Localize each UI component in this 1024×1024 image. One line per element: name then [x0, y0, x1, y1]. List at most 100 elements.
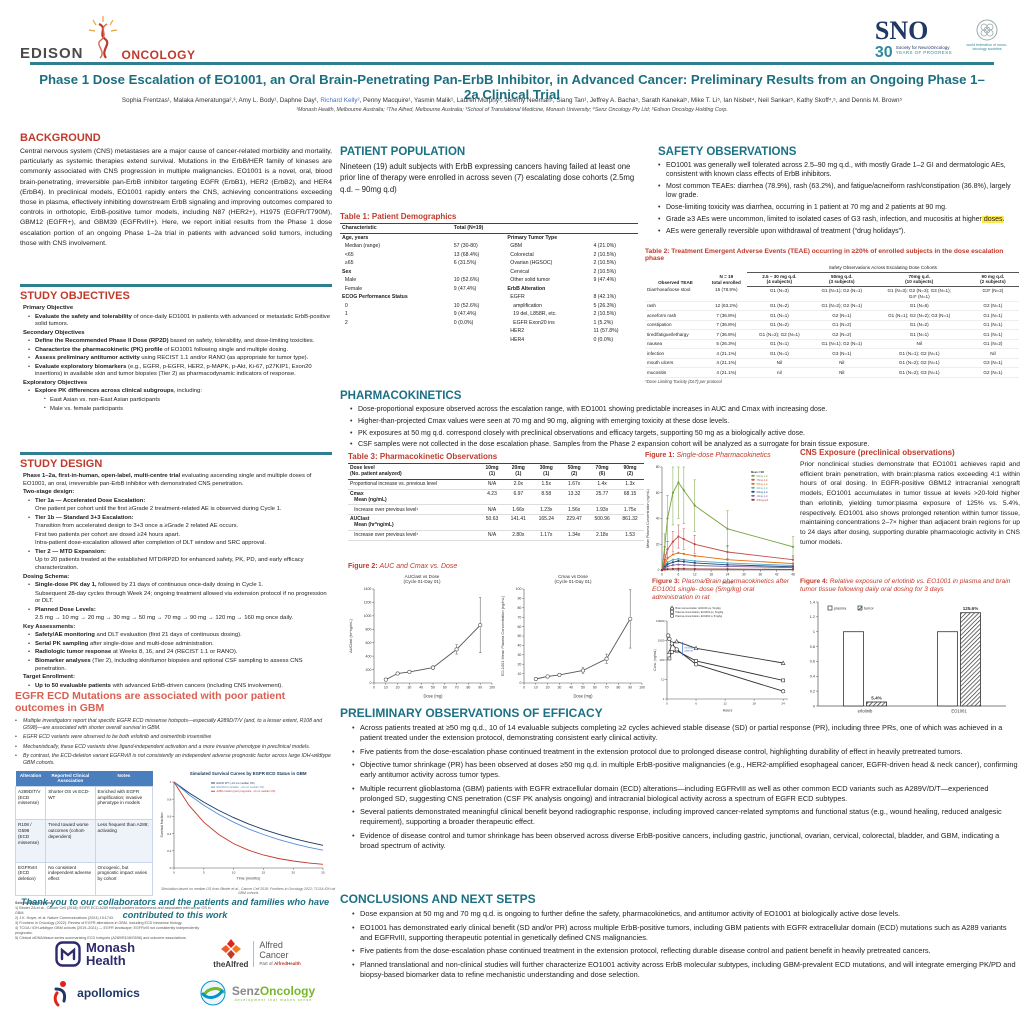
objective-line: • Characterize the pharmacokinetic (PK) p… [28, 346, 289, 353]
table2-th-c3: 70mg q.d. (10 subjects) [871, 272, 967, 287]
efficacy-bullet: • Evidence of disease control and tumor s… [352, 830, 1000, 850]
svg-text:10: 10 [517, 672, 521, 676]
table2-th-c2: 50mg q.d. (3 subjects) [811, 272, 872, 287]
wfno-text: world federation of neuro-oncology socie… [966, 43, 1008, 52]
bullet-dot-icon: • [28, 514, 31, 521]
svg-text:100: 100 [639, 686, 645, 690]
bullet-dot-icon: • [28, 548, 31, 555]
figure1-chart: 0 6 12 18 24 30 36 42 48 0 20 40 60 80 Hours Mean Plasm… [645, 463, 797, 590]
safety-heading: SAFETY OBSERVATIONS [658, 146, 797, 158]
svg-text:50: 50 [517, 634, 521, 638]
svg-text:60: 60 [593, 686, 597, 690]
objective-line: • Explore PK differences across clinical … [28, 388, 202, 395]
svg-text:100: 100 [659, 658, 664, 662]
design-line: •Phase 1–2a, first-in-human, open-label,… [23, 473, 312, 487]
cns-exposure-section: CNS Exposure (preclinical observations) … [800, 448, 1020, 547]
pk-bullet: • PK exposures at 50 mg q.d. correspond c… [350, 429, 805, 437]
plasma-brain-pk-chart: 0 6 12 18 24 1 10 100 1000 10000 Hours Conc. (ng/mL… [652, 605, 794, 718]
svg-text:Hours: Hours [723, 708, 733, 712]
svg-text:0: 0 [170, 866, 172, 870]
svg-text:30mg q.d.: 30mg q.d. [757, 486, 769, 490]
table1-caption: Patient Demographics [371, 212, 457, 221]
design-line: • Planned Dose Levels: [28, 606, 96, 613]
pk-bullet: • Higher-than-projected Cmax values were … [350, 417, 730, 425]
pk-bullet: • CSF samples were not collected in the d… [350, 441, 870, 449]
svg-text:40: 40 [569, 686, 573, 690]
bullet-dot-icon: • [658, 215, 661, 223]
svg-text:20: 20 [396, 686, 400, 690]
svg-text:50mg q.d.: 50mg q.d. [757, 482, 769, 486]
efficacy-bullet-list: • Across patients treated at ≥50 mg q.d.,… [352, 723, 1020, 850]
figure2-caption: AUC and Cmax vs. Dose [379, 563, 458, 570]
svg-text:10mg q.d.: 10mg q.d. [757, 494, 769, 498]
bullet-dot-icon: • [658, 183, 661, 191]
ecd-th-association: Reported Clinical Association [45, 770, 96, 787]
svg-text:600: 600 [366, 641, 372, 645]
bullet-dot-icon: • [352, 922, 355, 932]
references: Selected References: 1) Binder ZA et al.… [15, 901, 215, 941]
wfno-logo: world federation of neuro-oncology socie… [964, 18, 1010, 52]
svg-text:90: 90 [478, 686, 482, 690]
senz-swirl-icon [200, 980, 226, 1006]
ecd-bullet: • By contrast, the ECD-deletion variant E… [15, 753, 331, 767]
background-heading: BACKGROUND [20, 132, 101, 144]
bullet-dot-icon: • [28, 346, 31, 353]
conclusions-heading: CONCLUSIONS AND NEXT SETPS [340, 892, 536, 906]
figure2a-panel: AUClast vs Dose (Cycle 01-Day 01) 0 10 20 3… [348, 574, 496, 704]
authors-post: , Penny Macquire¹, Yasmin Malik¹, Lauren… [359, 97, 903, 104]
svg-text:1.4: 1.4 [810, 601, 815, 605]
svg-text:Plasma concentration, EO1001 i: Plasma concentration, EO1001 iv, 5mg/kg [676, 615, 723, 618]
design-line: •2.5 mg → 10 mg → 20 mg → 30 mg → 50 mg … [35, 615, 294, 622]
partner-logos: Monash Health theAlfred Alfred Cancer Pa… [18, 938, 334, 1007]
svg-text:Mean Plasma Concentration (ng/: Mean Plasma Concentration (ng/mL) [646, 489, 650, 548]
ecd-bullet: • Mechanistically, these ECD variants dri… [15, 743, 311, 750]
ecd-bullet-list: • Multiple investigators report that spec… [15, 718, 337, 767]
design-line: •Intra-patient dose-escalation allowed a… [35, 540, 266, 547]
table2-th-c1: 2.5 – 30 mg q.d. (4 subjects) [746, 272, 812, 287]
reference-item: 4) TCGA / IDH-wildtype GBM cohorts (2019… [15, 925, 200, 935]
table3-caption: Pharmacokinetic Observations [379, 452, 498, 461]
objective-line: • East Asian vs. non-East Asian participa… [44, 397, 161, 404]
svg-text:0.6: 0.6 [167, 815, 172, 819]
alfred-cross-icon [220, 939, 241, 959]
efficacy-bullet: • Across patients treated at ≥50 mg q.d.,… [352, 723, 1003, 742]
bullet-dot-icon: • [352, 807, 355, 817]
monash-health-logo: Monash Health [18, 941, 172, 967]
svg-text:42: 42 [775, 572, 779, 576]
ecd-th-alteration: Alteration [15, 770, 46, 787]
svg-text:Survival fraction: Survival fraction [160, 812, 164, 837]
figure4-block: Figure 4: Relative exposure of erlotinib… [800, 578, 1020, 725]
alfred-part-pre: Part of [259, 960, 274, 966]
bullet-dot-icon: • [658, 227, 661, 235]
patient-population-section: PATIENT POPULATION Nineteen (19) adult s… [340, 146, 640, 195]
study-design-section: STUDY DESIGN •Phase 1–2a, first-in-human… [20, 458, 332, 691]
bullet-dot-icon: • [352, 760, 355, 770]
table1-body: Characteristic Total (N=19) Age, years Prim… [340, 223, 638, 345]
svg-text:A289 mutant (poor prognosis, ~: A289 mutant (poor prognosis, ~9 mo media… [217, 789, 276, 793]
table3-body: Dose level (No. patient analyzed) 10mg (1… [348, 463, 644, 541]
bullet-dot-icon: • [350, 406, 353, 413]
svg-text:15: 15 [262, 870, 266, 874]
svg-text:90: 90 [628, 686, 632, 690]
svg-text:10000: 10000 [656, 619, 665, 623]
svg-text:6: 6 [695, 701, 697, 705]
conclusion-bullet: • Five patients from the dose-escalation … [352, 946, 931, 956]
design-line: •First two patients per cohort are dosed… [35, 531, 181, 538]
wfno-knot-icon [976, 19, 998, 41]
bullet-dot-icon: • [658, 204, 661, 212]
svg-text:10: 10 [232, 870, 236, 874]
svg-text:80: 80 [616, 686, 620, 690]
sno-society-text: Society for NeuroOncology [895, 45, 950, 50]
conclusions-section: CONCLUSIONS AND NEXT SETPS • Dose expansi… [340, 892, 1020, 984]
figure3-caption: Plasma/Brain pharmacokinetics after EO10… [652, 578, 790, 602]
table1-block: Table 1: Patient Demographics Characteri… [340, 212, 640, 344]
figure2b-panel: Cmax vs Dose (Cycle 01-Day 01) 0 10 20 30 40… [500, 574, 646, 704]
svg-text:0: 0 [173, 870, 175, 874]
design-line: • Radiologic tumor response at Weeks 8, 1… [28, 649, 238, 656]
author-link[interactable]: Richard Kelly² [320, 97, 360, 104]
efficacy-heading: PRELIMINARY OBSERVATIONS OF EFFICACY [340, 706, 603, 720]
ecd-th-notes: Notes [95, 770, 153, 787]
svg-text:100: 100 [516, 587, 522, 591]
svg-text:30: 30 [517, 653, 521, 657]
sno-acronym: SNO [874, 16, 929, 45]
